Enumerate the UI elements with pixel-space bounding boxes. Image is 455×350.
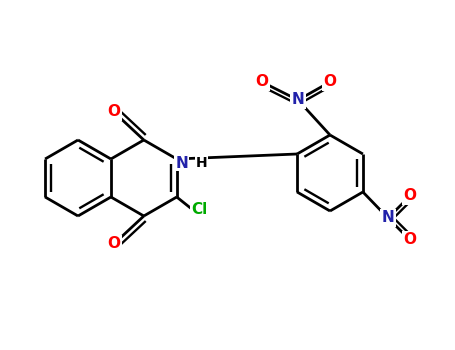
Text: O: O — [107, 105, 120, 119]
Text: O: O — [256, 75, 268, 90]
Text: Cl: Cl — [191, 203, 207, 217]
Text: O: O — [404, 189, 416, 203]
Text: H: H — [196, 156, 207, 170]
Text: O: O — [404, 232, 416, 247]
Text: N: N — [292, 92, 304, 107]
Text: N: N — [175, 155, 188, 170]
Text: O: O — [107, 237, 120, 252]
Text: O: O — [324, 75, 337, 90]
Text: N: N — [382, 210, 394, 225]
